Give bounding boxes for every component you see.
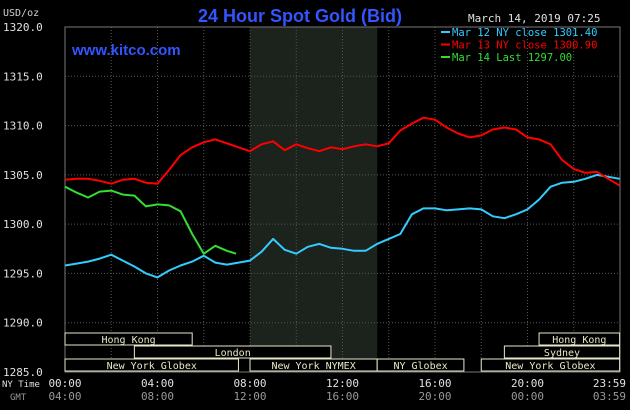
market-label: New York Globex: [505, 361, 595, 372]
chart-title: 24 Hour Spot Gold (Bid): [198, 6, 402, 26]
website-label[interactable]: www.kitco.com: [71, 42, 181, 59]
ny-time-label: NY Time: [2, 380, 40, 390]
y-tick-label: 1295.0: [3, 267, 43, 280]
y-tick-label: 1290.0: [3, 317, 43, 330]
series-line-3: [64, 185, 237, 255]
market-box: [538, 332, 621, 346]
timestamp-label: March 14, 2019 07:25: [468, 12, 600, 25]
x-tick-ny: 12:00: [326, 377, 359, 390]
x-tick-ny: 20:00: [511, 377, 544, 390]
series-line-1: [64, 173, 620, 279]
gmt-label: GMT: [10, 393, 27, 403]
market-label: Sydney: [544, 348, 580, 359]
x-tick-gmt: 12:00: [233, 390, 266, 403]
x-tick-gmt: 04:00: [48, 390, 81, 403]
market-box: [64, 332, 193, 346]
market-label: Hong Kong: [552, 335, 606, 346]
legend-entry: Mar 14 Last 1297.00: [452, 52, 572, 64]
plot-border: [64, 26, 621, 373]
market-box: [133, 345, 332, 359]
x-axis-ticks: 00:00 04:00 08:00 12:00 16:00 20:00 23:5904:00…: [48, 377, 626, 403]
x-tick-gmt: 08:00: [141, 390, 174, 403]
y-axis-ticks: 1320.0 1315.0 1310.0 1305.0 1300.0 1295.0 1290…: [3, 21, 43, 379]
x-tick-ny: 16:00: [418, 377, 451, 390]
grid-lines: [64, 26, 621, 373]
x-tick-ny: 08:00: [233, 377, 266, 390]
y-tick-label: 1300.0: [3, 218, 43, 231]
y-tick-label: 1305.0: [3, 169, 43, 182]
market-label: New York NYMEX: [271, 361, 355, 372]
x-tick-gmt: 00:00: [511, 390, 544, 403]
nymex-session-shade: [250, 27, 378, 372]
market-sessions: Hong Kong Hong Kong London Sydney New York G…: [64, 332, 621, 372]
x-tick-ny: 23:59: [593, 377, 626, 390]
market-label: Hong Kong: [102, 335, 156, 346]
market-box: [480, 358, 621, 372]
market-box: [503, 345, 621, 359]
market-label: London: [215, 348, 251, 359]
series-lines: [64, 116, 621, 279]
unit-label: USD/oz: [3, 8, 39, 19]
series-line-2: [64, 116, 621, 187]
market-box: [64, 358, 239, 372]
x-tick-ny: 00:00: [48, 377, 81, 390]
legend-entry: Mar 13 NY close 1300.90: [452, 40, 597, 52]
market-box: [376, 358, 465, 372]
x-tick-ny: 04:00: [141, 377, 174, 390]
y-tick-label: 1320.0: [3, 21, 43, 34]
x-tick-gmt: 20:00: [418, 390, 451, 403]
x-tick-gmt: 03:59: [593, 390, 626, 403]
market-label: New York Globex: [107, 361, 197, 372]
legend-entry: Mar 12 NY close 1301.40: [452, 27, 597, 39]
y-tick-label: 1285.0: [3, 366, 43, 379]
x-tick-gmt: 16:00: [326, 390, 359, 403]
y-tick-label: 1310.0: [3, 120, 43, 133]
market-label: NY Globex: [393, 361, 447, 372]
y-tick-label: 1315.0: [3, 70, 43, 83]
